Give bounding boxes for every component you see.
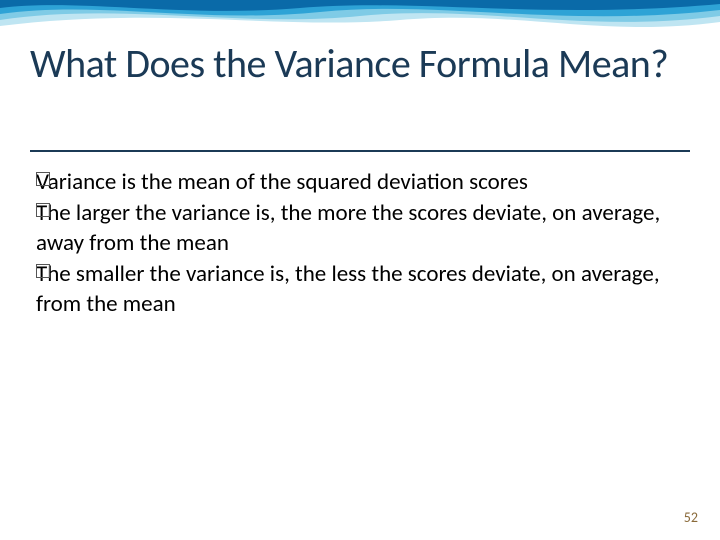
bullet-text: The larger the variance is, the more the… xyxy=(36,199,660,256)
title-underline xyxy=(30,150,690,152)
bullet-item: The smaller the variance is, the less th… xyxy=(36,260,684,319)
slide-number: 52 xyxy=(684,509,698,526)
bullet-item: The larger the variance is, the more the… xyxy=(36,199,684,258)
bullet-marker-icon xyxy=(36,264,50,278)
top-wave-accent xyxy=(0,0,720,42)
wave-svg xyxy=(0,0,720,42)
bullet-text: Variance is the mean of the squared devi… xyxy=(36,168,528,196)
slide-title: What Does the Variance Formula Mean? xyxy=(30,42,690,86)
bullet-text: The smaller the variance is, the less th… xyxy=(36,260,660,317)
slide: What Does the Variance Formula Mean? Var… xyxy=(0,0,720,540)
bullet-marker-icon xyxy=(36,172,50,186)
slide-body: Variance is the mean of the squared devi… xyxy=(36,168,684,321)
bullet-marker-icon xyxy=(36,203,50,217)
bullet-item: Variance is the mean of the squared devi… xyxy=(36,168,684,197)
